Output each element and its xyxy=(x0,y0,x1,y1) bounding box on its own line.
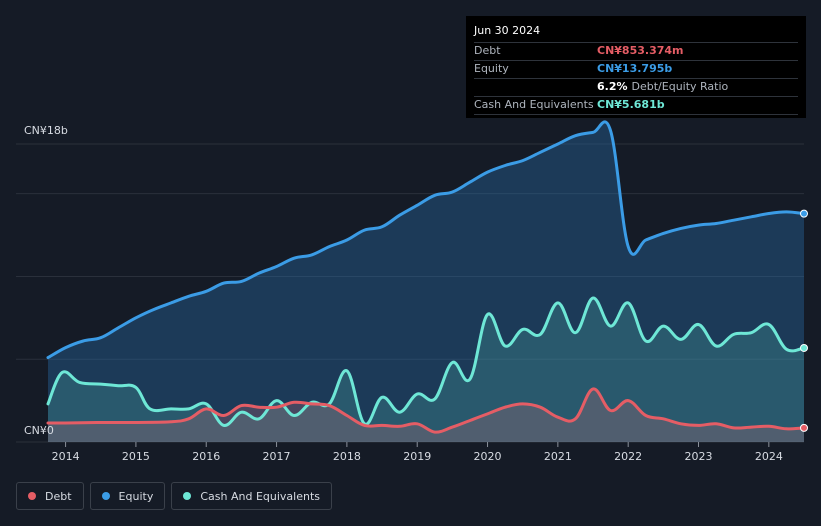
tooltip-row-equity: Equity CN¥13.795b xyxy=(474,61,798,79)
tooltip-row-cash: Cash And Equivalents CN¥5.681b xyxy=(474,97,798,115)
x-tick-label: 2023 xyxy=(685,450,713,463)
legend-dot-equity xyxy=(101,492,110,500)
legend-dot-debt xyxy=(28,492,36,500)
y-tick-label: CN¥18b xyxy=(24,124,68,137)
x-tick-label: 2021 xyxy=(544,450,572,463)
tooltip-cash-value: CN¥5.681b xyxy=(597,98,665,111)
chart-legend: Debt Equity Cash And Equivalents xyxy=(16,482,332,510)
x-tick-label: 2018 xyxy=(333,450,361,463)
x-tick-label: 2016 xyxy=(192,450,220,463)
series-endpoints xyxy=(800,209,808,432)
x-tick-label: 2022 xyxy=(614,450,642,463)
x-tick-label: 2015 xyxy=(122,450,150,463)
series-areas xyxy=(48,121,804,442)
tooltip-ratio-value: 6.2% xyxy=(597,80,628,93)
legend-label-equity: Equity xyxy=(118,489,154,503)
legend-label-cash: Cash And Equivalents xyxy=(200,489,320,503)
line-debt xyxy=(46,387,806,434)
tooltip-cash-label: Cash And Equivalents xyxy=(474,98,594,111)
x-tick-label: 2019 xyxy=(403,450,431,463)
legend-item-cash[interactable]: Cash And Equivalents xyxy=(171,482,332,510)
gridlines xyxy=(16,143,804,443)
tooltip-equity-value: CN¥13.795b xyxy=(597,62,673,75)
tooltip-ratio-label: Debt/Equity Ratio xyxy=(631,80,729,93)
legend-dot-cash xyxy=(183,492,192,500)
legend-item-debt[interactable]: Debt xyxy=(16,482,84,510)
tooltip-equity-label: Equity xyxy=(474,62,509,75)
line-cash-and-equivalents xyxy=(46,296,806,427)
area-equity xyxy=(48,121,804,442)
y-axis-ticks: CN¥18b CN¥0 xyxy=(24,124,68,437)
legend-item-equity[interactable]: Equity xyxy=(89,482,166,510)
endpoint-cash-and-equivalents xyxy=(800,343,808,352)
tooltip-date: Jun 30 2024 xyxy=(474,22,798,43)
tooltip-debt-value: CN¥853.374m xyxy=(597,44,684,57)
tooltip-row-debt: Debt CN¥853.374m xyxy=(474,43,798,61)
line-equity xyxy=(46,120,806,360)
series-lines xyxy=(46,120,806,434)
area-cash-and-equivalents xyxy=(48,297,804,442)
tooltip-row-ratio: 6.2% Debt/Equity Ratio xyxy=(474,79,798,97)
x-axis-ticks: 2014 2015 2016 2017 2018 2019 2020 2021 2022 2023… xyxy=(52,442,783,463)
x-tick-label: 2024 xyxy=(755,450,783,463)
area-debt xyxy=(48,388,804,442)
y-tick-label: CN¥0 xyxy=(24,424,54,437)
x-tick-label: 2017 xyxy=(263,450,291,463)
legend-label-debt: Debt xyxy=(45,489,72,503)
tooltip-panel: Jun 30 2024 Debt CN¥853.374m Equity CN¥1… xyxy=(466,16,806,118)
endpoint-equity xyxy=(800,209,808,218)
tooltip-debt-label: Debt xyxy=(474,44,501,57)
endpoint-debt xyxy=(800,423,808,432)
x-tick-label: 2014 xyxy=(52,450,80,463)
x-tick-label: 2020 xyxy=(474,450,502,463)
